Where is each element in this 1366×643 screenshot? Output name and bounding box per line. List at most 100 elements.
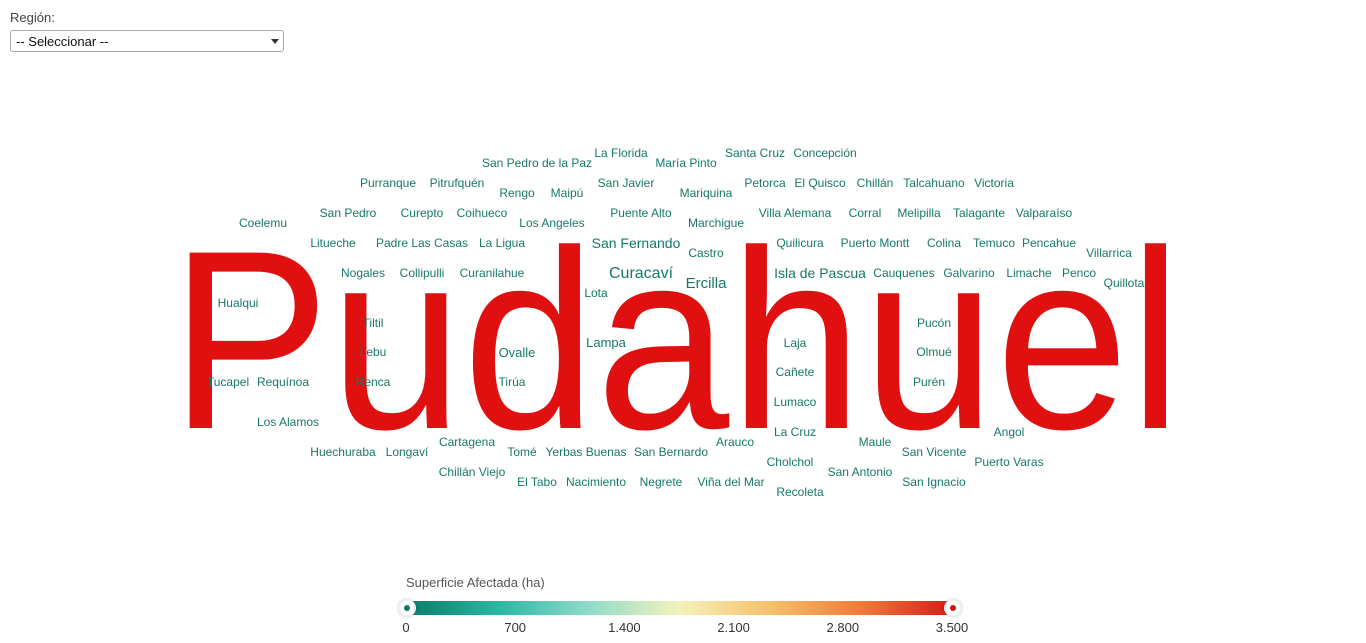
word-item[interactable]: Pucón [917,316,951,330]
word-item[interactable]: Cañete [776,365,815,379]
word-item[interactable]: Yerbas Buenas [546,445,627,459]
word-item[interactable]: San Bernardo [634,445,708,459]
word-item[interactable]: Cauquenes [873,266,934,280]
word-item[interactable]: San Pedro de la Paz [482,156,592,170]
word-item[interactable]: Recoleta [776,485,824,499]
legend-tick-label: 3.500 [935,620,969,635]
word-item[interactable]: Corral [849,206,882,220]
word-item[interactable]: Penco [1062,266,1096,280]
word-item[interactable]: Purén [913,375,945,389]
word-item[interactable]: Lebu [360,345,387,359]
word-item[interactable]: Huechuraba [310,445,376,459]
word-item[interactable]: Lota [584,286,608,300]
legend-min-handle[interactable] [398,599,416,617]
word-item[interactable]: Negrete [640,475,683,489]
word-item[interactable]: Maipú [551,186,584,200]
word-item[interactable]: San Pedro [320,206,377,220]
word-item[interactable]: Colina [927,236,961,250]
word-item[interactable]: La Ligua [479,236,525,250]
word-item[interactable]: Olmué [916,345,952,359]
word-item[interactable]: San Antonio [828,465,893,479]
legend-tick-label: 2.800 [826,620,860,635]
word-item[interactable]: Arauco [716,435,754,449]
word-item[interactable]: Villa Alemana [759,206,832,220]
word-item[interactable]: Collipulli [400,266,445,280]
word-item[interactable]: Melipilla [897,206,941,220]
word-item[interactable]: Cholchol [767,455,814,469]
word-item[interactable]: San Vicente [902,445,967,459]
word-item[interactable]: Pitrufquén [430,176,485,190]
legend-color-bar [405,601,953,615]
word-item[interactable]: Castro [688,246,724,260]
word-item[interactable]: Rengo [499,186,535,200]
word-item[interactable]: Santa Cruz [725,146,785,160]
word-item[interactable]: Ercilla [686,275,727,292]
word-item[interactable]: Los Angeles [519,216,584,230]
word-item[interactable]: Tirúa [499,375,526,389]
word-item[interactable]: La Cruz [774,425,816,439]
word-item[interactable]: Petorca [744,176,786,190]
word-item[interactable]: Nogales [341,266,385,280]
legend-tick-label: 1.400 [608,620,641,635]
legend-tick-label: 2.100 [717,620,750,635]
word-item[interactable]: Angol [994,425,1025,439]
word-item[interactable]: Chillán [857,176,894,190]
legend-tick-label: 700 [504,620,527,635]
word-item[interactable]: Curepto [401,206,444,220]
word-item[interactable]: La Florida [594,146,648,160]
word-highlight[interactable]: Pudahuel [170,198,1182,483]
word-item[interactable]: Tucapel [207,375,249,389]
word-item[interactable]: Tiltil [363,316,384,330]
word-item[interactable]: Coihueco [457,206,508,220]
word-item[interactable]: Talcahuano [903,176,965,190]
word-item[interactable]: Valparaíso [1016,206,1073,220]
word-item[interactable]: Concepción [793,146,856,160]
word-item[interactable]: Tomé [507,445,537,459]
word-item[interactable]: Padre Las Casas [376,236,468,250]
word-item[interactable]: El Tabo [517,475,557,489]
word-item[interactable]: Longaví [386,445,429,459]
word-item[interactable]: Pencahue [1022,236,1076,250]
word-item[interactable]: Coelemu [239,216,287,230]
word-item[interactable]: Renca [356,375,391,389]
word-item[interactable]: Villarrica [1086,246,1132,260]
word-item[interactable]: Quilicura [776,236,824,250]
word-item[interactable]: Isla de Pascua [774,265,866,281]
word-item[interactable]: Litueche [310,236,356,250]
word-item[interactable]: Hualqui [218,296,259,310]
word-item[interactable]: San Ignacio [902,475,966,489]
word-item[interactable]: María Pinto [655,156,717,170]
word-item[interactable]: San Fernando [592,235,681,251]
word-item[interactable]: Maule [859,435,892,449]
word-item[interactable]: Curanilahue [460,266,525,280]
legend-max-handle[interactable] [944,599,962,617]
word-item[interactable]: Victoria [974,176,1014,190]
word-item[interactable]: Marchigue [688,216,744,230]
word-item[interactable]: Puerto Montt [841,236,910,250]
word-item[interactable]: Quillota [1104,276,1145,290]
word-item[interactable]: Mariquina [680,186,733,200]
word-item[interactable]: Nacimiento [566,475,626,489]
word-item[interactable]: Los Alamos [257,415,319,429]
word-item[interactable]: San Javier [598,176,655,190]
word-item[interactable]: Lumaco [774,395,817,409]
word-item[interactable]: Lampa [586,335,627,350]
word-item[interactable]: Temuco [973,236,1015,250]
word-item[interactable]: Cartagena [439,435,495,449]
word-item[interactable]: Requínoa [257,375,309,389]
word-item[interactable]: Limache [1006,266,1052,280]
word-item[interactable]: Chillán Viejo [439,465,506,479]
word-item[interactable]: Galvarino [943,266,995,280]
word-item[interactable]: Talagante [953,206,1005,220]
word-item[interactable]: Curacaví [609,265,674,282]
word-item[interactable]: Puerto Varas [974,455,1043,469]
word-item[interactable]: Viña del Mar [697,475,764,489]
word-item[interactable]: Laja [784,336,807,350]
region-select-value: -- Seleccionar -- [16,34,109,49]
word-item[interactable]: Puente Alto [610,206,672,220]
region-select[interactable]: -- Seleccionar -- [10,30,284,52]
word-item[interactable]: Ovalle [499,345,536,360]
word-item[interactable]: El Quisco [794,176,846,190]
word-item[interactable]: Purranque [360,176,416,190]
